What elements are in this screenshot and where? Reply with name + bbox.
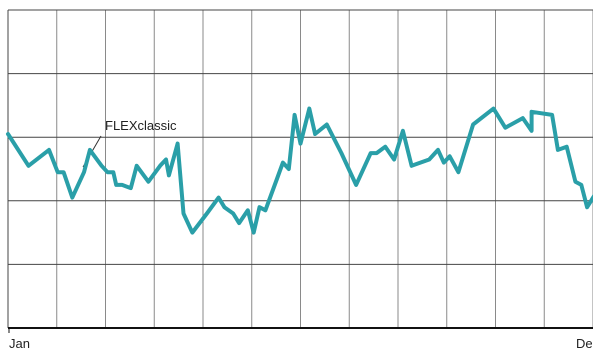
x-tick-label-end: De [576, 336, 593, 349]
series-line-flexclassic [6, 106, 593, 235]
annotation-label: FLEXclassic [105, 118, 177, 133]
x-tick-label-start: Jan [9, 336, 30, 349]
